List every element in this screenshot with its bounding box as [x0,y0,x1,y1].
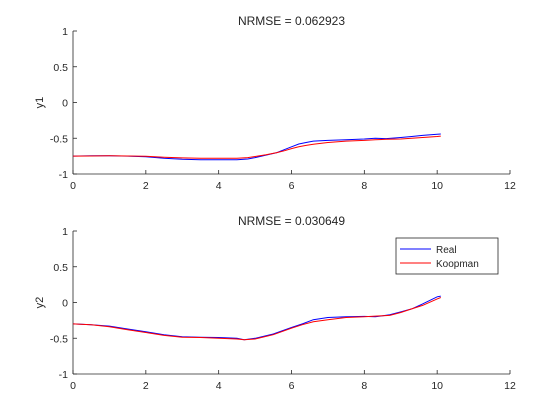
x-tick-label: 10 [431,380,443,392]
x-tick-label: 10 [431,180,443,192]
legend-box [395,237,499,275]
x-tick-label: 8 [361,380,367,392]
x-tick-label: 6 [289,180,295,192]
series-line-koopman [72,135,441,159]
series-line-real [72,295,441,341]
series-line-koopman [72,297,441,341]
y-axis-label: y1 [34,97,46,109]
axes-2: 0 2 4 6 8 10 12 -1 -0.5 0 0.5 1 NRMSE = 0.030649 y2 Re… [34,214,516,392]
y-tick-label: -0.5 [50,333,68,345]
axes-1: 0 2 4 6 8 10 12 -1 -0.5 0 0.5 1 NRMSE = 0.062923 y1 [34,14,516,192]
y-tick-label: -0.5 [50,133,68,145]
y-tick-label: 0 [62,298,68,310]
chart-title: NRMSE = 0.030649 [238,214,345,228]
x-tick-label: 12 [504,380,516,392]
y-tick-label: 0.5 [53,262,68,274]
x-tick-label: 6 [289,380,295,392]
x-tick-label: 8 [361,180,367,192]
y-tick-label: 0.5 [53,62,68,74]
y-tick-label: 1 [62,26,68,38]
series-line-real [72,133,441,161]
x-tick-label: 0 [70,380,76,392]
x-tick-label: 12 [504,180,516,192]
y-axis-label: y2 [34,297,46,309]
x-tick-label: 2 [143,380,149,392]
legend-label: Real [436,245,457,256]
legend-label: Koopman [436,259,479,270]
x-tick-label: 2 [143,180,149,192]
y-tick-label: -1 [59,369,68,381]
legend: Real Koopman [395,237,499,275]
x-tick-label: 4 [216,380,222,392]
chart-title: NRMSE = 0.062923 [238,14,345,28]
y-tick-label: 1 [62,226,68,238]
x-tick-label: 0 [70,180,76,192]
x-tick-label: 4 [216,180,222,192]
y-tick-label: 0 [62,98,68,110]
y-tick-label: -1 [59,169,68,181]
